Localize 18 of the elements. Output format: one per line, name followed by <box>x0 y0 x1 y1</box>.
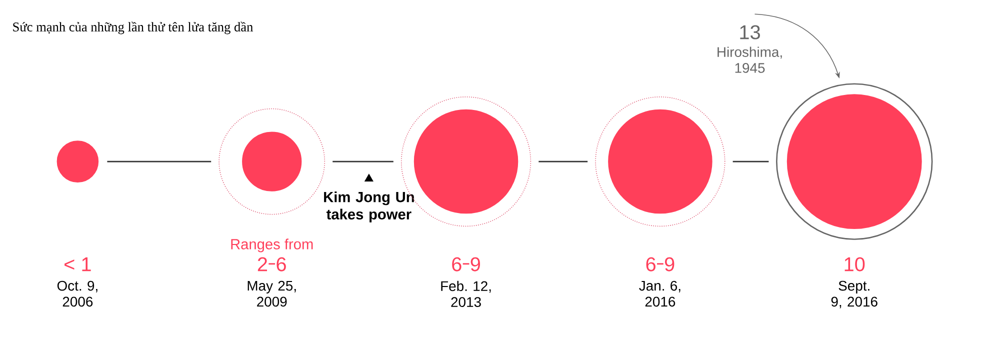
data-label: 9 <box>470 257 480 272</box>
data-label: 6 <box>646 257 656 272</box>
data-label: 2 <box>258 257 268 272</box>
text: Kim Jong Un takes power <box>324 191 414 222</box>
text: Sức mạnh của những lần thử tên lửa tăng dần <box>13 22 253 34</box>
data-label: 6 <box>276 257 286 272</box>
category-label: May 25, 2009 <box>248 280 296 307</box>
category-label: Feb. 12, 2013 <box>441 280 491 307</box>
legend-label: Hiroshima, 1945 <box>718 46 782 73</box>
category-label: Oct. 9, 2006 <box>57 280 98 307</box>
data-label: 6 <box>452 257 462 272</box>
data-label: 10 <box>844 257 865 272</box>
text: Ranges from <box>231 238 313 252</box>
data-label: < 1 <box>64 257 91 272</box>
category-label: Jan. 6, 2016 <box>639 280 680 307</box>
data-label: 13 <box>740 25 760 40</box>
category-label: Sept. 9, 2016 <box>831 280 878 308</box>
data-label: 9 <box>664 257 674 272</box>
